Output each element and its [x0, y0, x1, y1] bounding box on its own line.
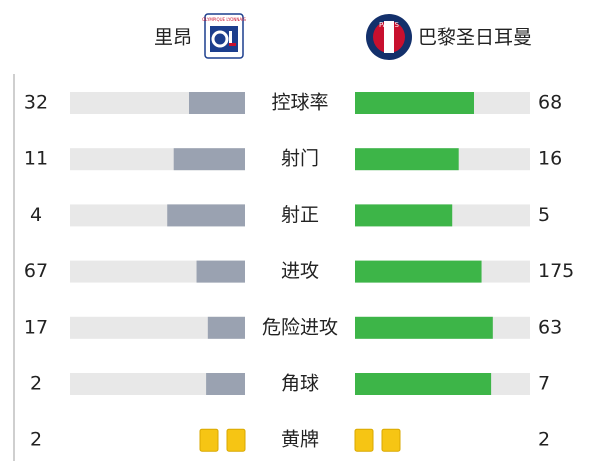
- yellow-card: [199, 428, 219, 452]
- stat-label: 进攻: [281, 260, 319, 282]
- away-value: 7: [538, 373, 550, 395]
- home-value: 4: [30, 204, 42, 226]
- away-team: 巴黎圣日耳曼: [418, 27, 532, 49]
- home-logo-text: OLYMPIQUE LYONNAIS: [202, 17, 246, 22]
- away-value: 63: [538, 316, 562, 338]
- away-bar: [355, 316, 493, 339]
- stat-label: 射正: [281, 204, 319, 226]
- away-bar: [355, 260, 482, 283]
- yellow-card: [381, 428, 401, 452]
- home-bar: [173, 148, 245, 171]
- away-logo: PARIS: [366, 14, 412, 60]
- stat-label: 黄牌: [281, 429, 319, 451]
- away-value: 2: [538, 429, 550, 451]
- away-value: 175: [538, 260, 574, 282]
- away-value: 16: [538, 148, 562, 170]
- away-logo-text: PARIS: [379, 21, 399, 29]
- yellow-card: [354, 428, 374, 452]
- home-value: 32: [24, 92, 48, 114]
- away-value: 5: [538, 204, 550, 226]
- home-value: 67: [24, 260, 48, 282]
- stat-label: 角球: [281, 373, 319, 395]
- home-bar: [189, 92, 245, 114]
- home-bar: [196, 260, 245, 283]
- home-value: 17: [24, 316, 48, 338]
- away-bar: [355, 92, 474, 114]
- bar-track: [70, 316, 245, 339]
- home-bar: [167, 204, 245, 227]
- home-value: 2: [30, 429, 42, 451]
- home-value: 2: [30, 373, 42, 395]
- away-bar: [355, 204, 453, 227]
- away-value: 68: [538, 92, 562, 114]
- bar-track: [70, 373, 245, 395]
- home-value: 11: [24, 148, 48, 170]
- stat-label: 射门: [281, 148, 319, 170]
- away-bar: [355, 148, 459, 171]
- home-logo: OLYMPIQUE LYONNAIS: [202, 13, 246, 59]
- home-bar: [206, 373, 245, 395]
- stat-label: 控球率: [271, 92, 328, 114]
- yellow-card: [226, 428, 246, 452]
- home-team: 里昂: [154, 27, 192, 49]
- stat-label: 危险进攻: [262, 316, 338, 338]
- home-bar: [207, 316, 245, 339]
- away-bar: [355, 373, 492, 395]
